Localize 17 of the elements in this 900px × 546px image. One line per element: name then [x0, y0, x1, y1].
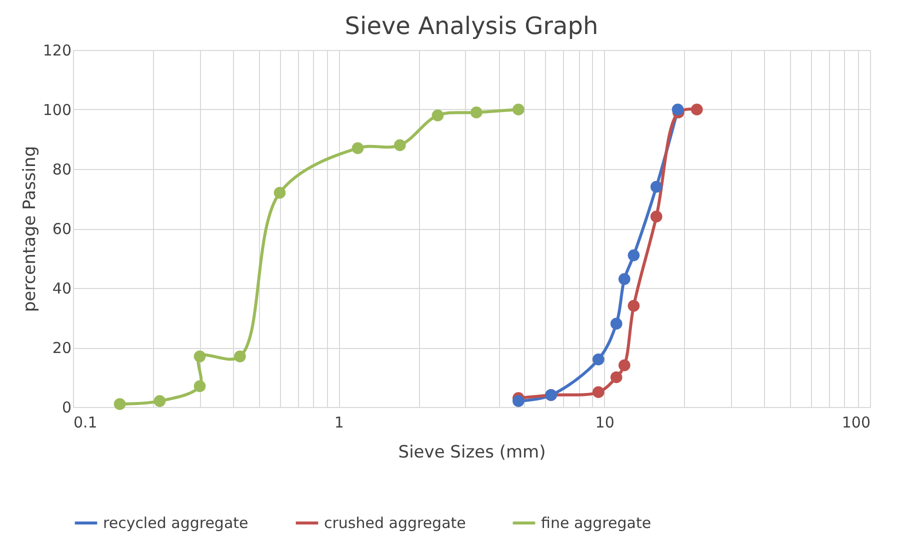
- y-tick-label: 60: [52, 220, 72, 238]
- legend-label: crushed aggregate: [324, 514, 466, 532]
- x-tick-label: 100: [842, 414, 870, 432]
- y-tick-label: 40: [52, 280, 72, 298]
- chart-title: Sieve Analysis Graph: [344, 12, 598, 40]
- y-tick-label: 120: [42, 42, 72, 60]
- y-tick-label: 0: [62, 398, 72, 416]
- legend-label: recycled aggregate: [103, 514, 248, 532]
- y-tick-label: 80: [52, 160, 72, 178]
- x-tick-label: 1: [334, 414, 344, 432]
- x-tick-label: 10: [595, 414, 614, 432]
- legend-label: fine aggregate: [541, 514, 652, 532]
- x-axis-title: Sieve Sizes (mm): [398, 442, 546, 462]
- y-tick-label: 20: [52, 339, 72, 357]
- y-tick-label: 100: [42, 101, 72, 119]
- y-axis-title: percentage Passing: [20, 146, 40, 312]
- x-tick-label: 0.1: [74, 414, 98, 432]
